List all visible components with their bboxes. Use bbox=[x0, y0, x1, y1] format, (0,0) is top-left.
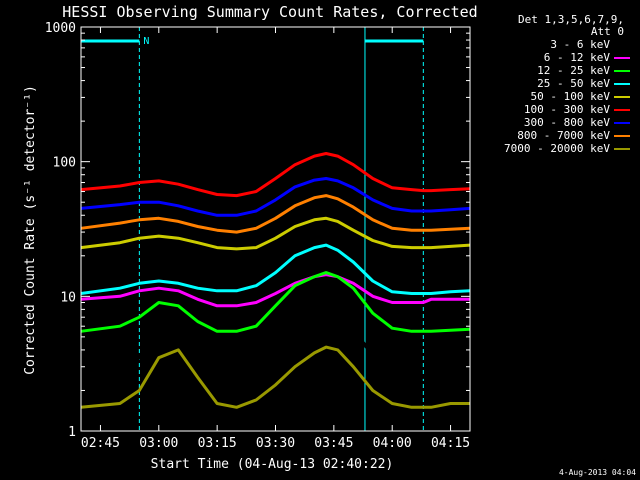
legend-swatch-2 bbox=[614, 69, 630, 72]
legend-swatch-7 bbox=[614, 134, 630, 137]
legend-item-7: 800 - 7000 keV bbox=[480, 129, 630, 142]
legend-item-2: 12 - 25 keV bbox=[480, 64, 630, 77]
legend-swatch-6 bbox=[614, 121, 630, 124]
legend-label-3: 25 - 50 keV bbox=[537, 76, 610, 90]
legend-item-5: 100 - 300 keV bbox=[480, 103, 630, 116]
series-line-0 bbox=[80, 297, 470, 382]
x-tick-label-1: 03:00 bbox=[139, 436, 178, 451]
series-line-5 bbox=[80, 152, 471, 198]
x-tick-label-0: 02:45 bbox=[81, 436, 120, 451]
series-line-6 bbox=[80, 177, 471, 217]
x-tick-label-5: 04:00 bbox=[373, 436, 412, 451]
footer-date: 4-Aug-2013 04:04 bbox=[559, 468, 636, 477]
legend-swatch-0 bbox=[614, 43, 630, 46]
legend-label-2: 12 - 25 keV bbox=[537, 63, 610, 77]
legend-label-6: 300 - 800 keV bbox=[523, 115, 610, 129]
legend-label-5: 100 - 300 keV bbox=[523, 102, 610, 116]
legend-swatch-8 bbox=[614, 147, 630, 150]
series-line-3 bbox=[80, 243, 471, 295]
legend-item-8: 7000 - 20000 keV bbox=[480, 142, 630, 155]
y-tick-label-0: 1 bbox=[68, 425, 76, 440]
legend-label-1: 6 - 12 keV bbox=[543, 50, 610, 64]
series-line-7 bbox=[80, 194, 471, 234]
legend-label-0: 3 - 6 keV bbox=[550, 37, 610, 51]
legend-swatch-5 bbox=[614, 108, 630, 111]
legend-swatch-3 bbox=[614, 82, 630, 85]
x-tick-label-3: 03:30 bbox=[256, 436, 295, 451]
legend-item-4: 50 - 100 keV bbox=[480, 90, 630, 103]
y-axis-label: Corrected Count Rate (s⁻¹ detector⁻¹) bbox=[23, 85, 38, 375]
x-tick-label-2: 03:15 bbox=[198, 436, 237, 451]
legend-swatch-4 bbox=[614, 95, 630, 98]
y-tick-label-3: 1000 bbox=[45, 21, 76, 36]
legend-swatch-1 bbox=[614, 56, 630, 59]
chart-title: HESSI Observing Summary Count Rates, Cor… bbox=[62, 3, 477, 21]
y-tick-label-1: 10 bbox=[60, 290, 76, 305]
legend-header-attenuator: Att 0 bbox=[590, 25, 624, 38]
series-line-2 bbox=[80, 271, 471, 333]
legend-item-0: 3 - 6 keV bbox=[480, 38, 630, 51]
x-axis-label: Start Time (04-Aug-13 02:40:22) bbox=[151, 457, 394, 472]
legend-label-8: 7000 - 20000 keV bbox=[504, 141, 610, 155]
series-line-4 bbox=[80, 216, 471, 251]
legend-item-3: 25 - 50 keV bbox=[480, 77, 630, 90]
legend-item-1: 6 - 12 keV bbox=[480, 51, 630, 64]
legend-label-7: 800 - 7000 keV bbox=[517, 128, 610, 142]
y-tick-label-2: 100 bbox=[53, 156, 76, 171]
x-tick-label-4: 03:45 bbox=[314, 436, 353, 451]
night-marker-label: N bbox=[143, 36, 149, 47]
series-line-8 bbox=[80, 345, 470, 409]
legend: Det 1,3,5,6,7,9, Att 0 3 - 6 keV 6 - 12 k… bbox=[480, 14, 630, 155]
legend-item-6: 300 - 800 keV bbox=[480, 116, 630, 129]
legend-header-detectors: Det 1,3,5,6,7,9, bbox=[518, 13, 624, 26]
x-tick-label-6: 04:15 bbox=[431, 436, 470, 451]
legend-label-4: 50 - 100 keV bbox=[530, 89, 610, 103]
